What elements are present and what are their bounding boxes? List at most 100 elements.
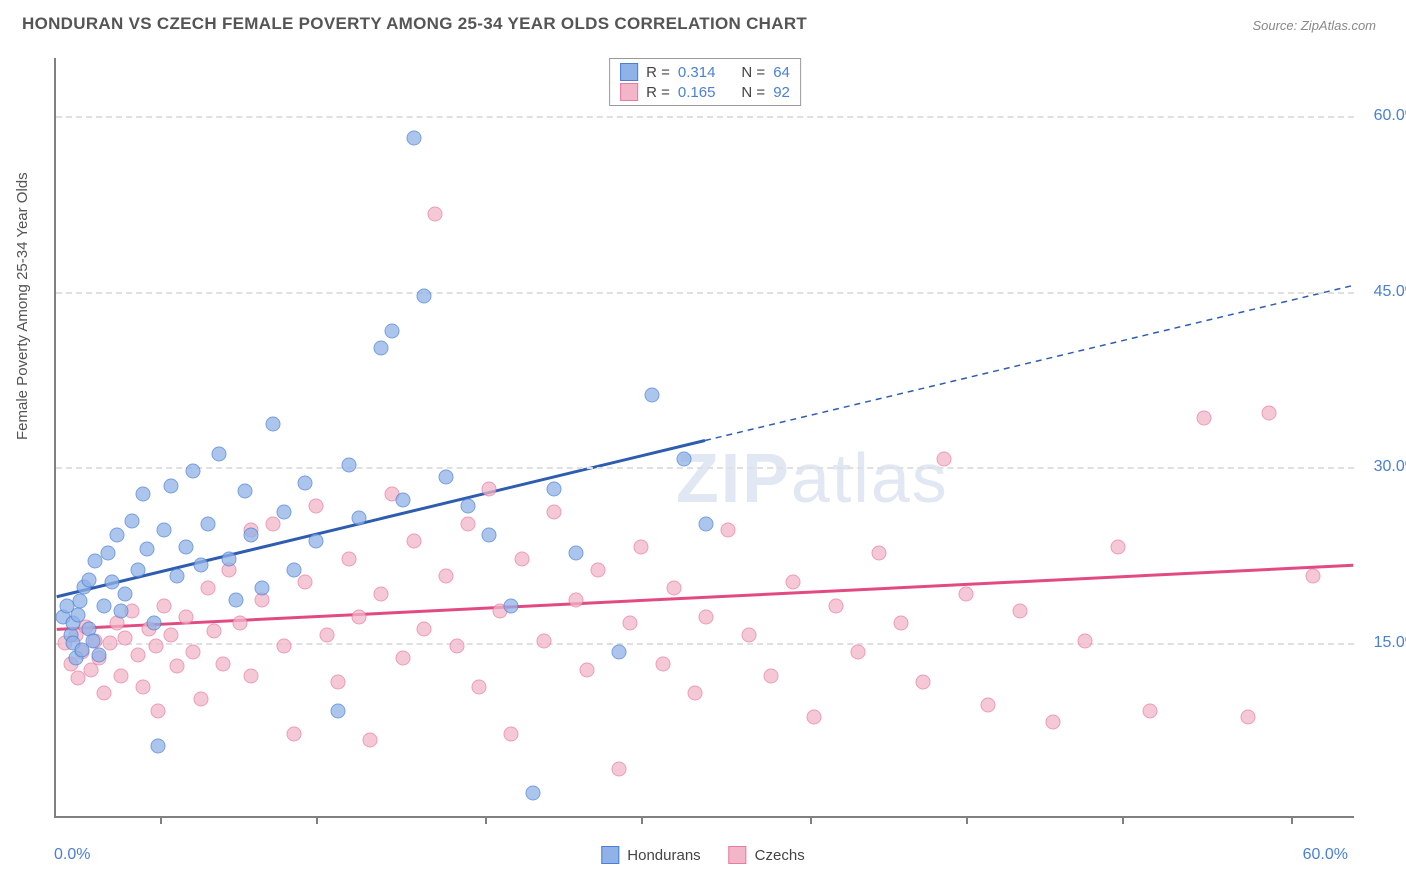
data-point xyxy=(1197,411,1212,426)
y-tick-label: 45.0% xyxy=(1374,283,1406,301)
n-label: N = xyxy=(741,84,765,101)
data-point xyxy=(395,493,410,508)
data-point xyxy=(374,341,389,356)
chart-title: HONDURAN VS CZECH FEMALE POVERTY AMONG 2… xyxy=(22,14,807,34)
data-point xyxy=(807,709,822,724)
legend-swatch xyxy=(601,846,619,864)
data-point xyxy=(482,528,497,543)
data-point xyxy=(341,551,356,566)
data-point xyxy=(194,557,209,572)
gridline xyxy=(56,292,1354,294)
data-point xyxy=(298,575,313,590)
data-point xyxy=(460,516,475,531)
data-point xyxy=(244,668,259,683)
data-point xyxy=(179,610,194,625)
legend-item: Czechs xyxy=(729,846,805,864)
legend-item: Hondurans xyxy=(601,846,700,864)
data-point xyxy=(504,727,519,742)
data-point xyxy=(829,598,844,613)
r-label: R = xyxy=(646,64,670,81)
data-point xyxy=(1305,569,1320,584)
r-value: 0.314 xyxy=(678,64,716,81)
data-point xyxy=(850,645,865,660)
data-point xyxy=(460,499,475,514)
data-point xyxy=(135,680,150,695)
data-point xyxy=(309,534,324,549)
gridline xyxy=(56,467,1354,469)
stats-row: R = 0.314 N = 64 xyxy=(620,62,790,82)
data-point xyxy=(449,639,464,654)
data-point xyxy=(131,563,146,578)
data-point xyxy=(81,572,96,587)
data-point xyxy=(1143,703,1158,718)
data-point xyxy=(215,657,230,672)
data-point xyxy=(439,569,454,584)
data-point xyxy=(644,388,659,403)
data-point xyxy=(109,528,124,543)
data-point xyxy=(471,680,486,695)
x-tick xyxy=(1122,816,1124,824)
data-point xyxy=(157,598,172,613)
data-point xyxy=(114,604,129,619)
legend-label: Czechs xyxy=(755,847,805,864)
source-attribution: Source: ZipAtlas.com xyxy=(1252,18,1376,33)
n-value: 64 xyxy=(773,64,790,81)
data-point xyxy=(1078,633,1093,648)
y-tick-label: 30.0% xyxy=(1374,458,1406,476)
data-point xyxy=(363,733,378,748)
data-point xyxy=(742,627,757,642)
data-point xyxy=(536,633,551,648)
data-point xyxy=(937,452,952,467)
chart-container: HONDURAN VS CZECH FEMALE POVERTY AMONG 2… xyxy=(0,0,1406,892)
data-point xyxy=(150,703,165,718)
data-point xyxy=(146,616,161,631)
data-point xyxy=(287,563,302,578)
data-point xyxy=(384,323,399,338)
data-point xyxy=(211,446,226,461)
data-point xyxy=(287,727,302,742)
x-tick xyxy=(966,816,968,824)
data-point xyxy=(1045,715,1060,730)
data-point xyxy=(118,631,133,646)
watermark: ZIPatlas xyxy=(676,438,949,518)
data-point xyxy=(140,542,155,557)
data-point xyxy=(872,545,887,560)
data-point xyxy=(915,674,930,689)
data-point xyxy=(244,528,259,543)
data-point xyxy=(1240,709,1255,724)
y-tick-label: 60.0% xyxy=(1374,107,1406,125)
data-point xyxy=(785,575,800,590)
data-point xyxy=(96,686,111,701)
data-point xyxy=(70,607,85,622)
data-point xyxy=(276,639,291,654)
data-point xyxy=(163,479,178,494)
data-point xyxy=(894,616,909,631)
data-point xyxy=(612,762,627,777)
data-point xyxy=(590,563,605,578)
data-point xyxy=(569,545,584,560)
data-point xyxy=(688,686,703,701)
legend-swatch xyxy=(620,63,638,81)
data-point xyxy=(265,516,280,531)
data-point xyxy=(764,668,779,683)
data-point xyxy=(135,487,150,502)
data-point xyxy=(170,659,185,674)
data-point xyxy=(148,639,163,654)
data-point xyxy=(525,785,540,800)
stats-legend-box: R =0.314N =64R =0.165N =92 xyxy=(609,58,801,106)
data-point xyxy=(417,621,432,636)
x-axis-min-label: 0.0% xyxy=(54,846,90,864)
data-point xyxy=(417,288,432,303)
data-point xyxy=(959,586,974,601)
x-tick xyxy=(316,816,318,824)
data-point xyxy=(1110,540,1125,555)
data-point xyxy=(124,514,139,529)
data-point xyxy=(222,551,237,566)
data-point xyxy=(514,551,529,566)
y-axis-title: Female Poverty Among 25-34 Year Olds xyxy=(14,172,31,440)
data-point xyxy=(482,481,497,496)
data-point xyxy=(179,540,194,555)
data-point xyxy=(699,610,714,625)
data-point xyxy=(92,647,107,662)
n-label: N = xyxy=(741,64,765,81)
